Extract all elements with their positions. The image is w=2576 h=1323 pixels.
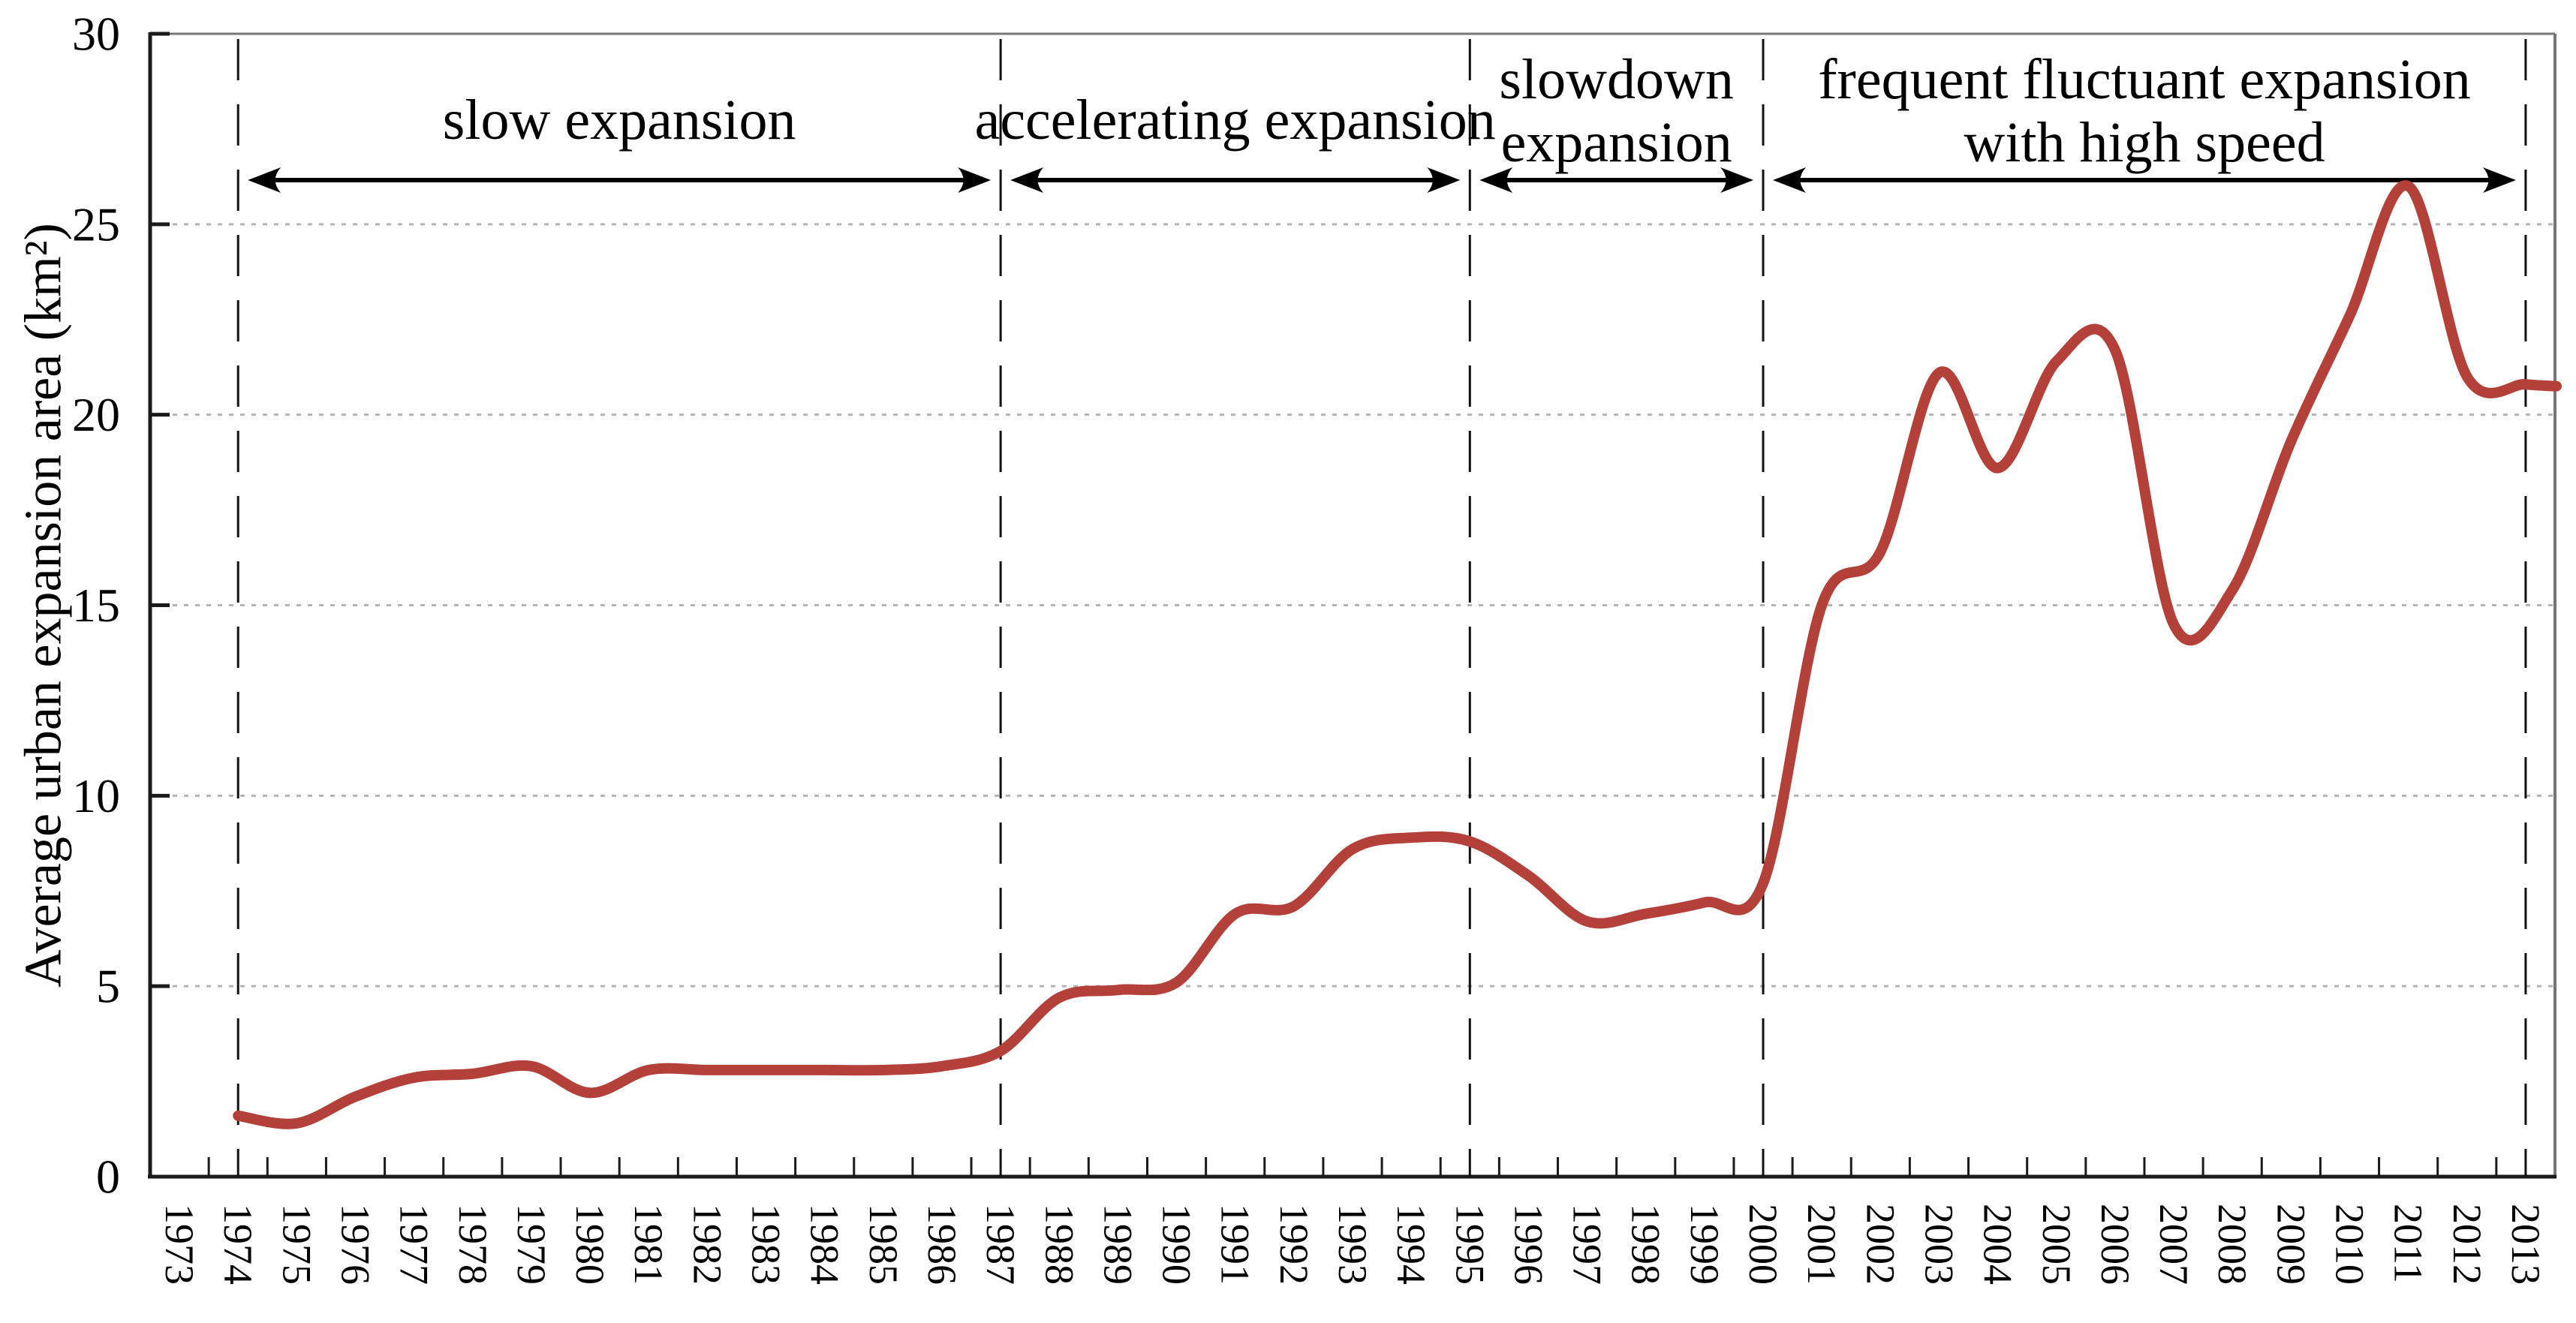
arrowhead-right-icon — [2482, 167, 2516, 193]
x-year-label-1977: 1977 — [392, 1204, 437, 1285]
arrowhead-left-icon — [1010, 167, 1044, 193]
phase-label-frequent-fluctuant-expansion-line1: frequent fluctuant expansion — [1818, 48, 2470, 111]
y-axis-title: Average urban expansion area (km²) — [15, 223, 73, 988]
x-year-label-1989: 1989 — [1095, 1204, 1140, 1285]
x-year-label-2001: 2001 — [1799, 1204, 1844, 1285]
x-year-label-1979: 1979 — [509, 1204, 554, 1285]
x-year-label-2012: 2012 — [2445, 1204, 2490, 1285]
x-year-label-2010: 2010 — [2327, 1204, 2372, 1285]
x-year-label-2006: 2006 — [2093, 1204, 2138, 1285]
x-year-label-1978: 1978 — [450, 1204, 495, 1285]
x-year-label-1986: 1986 — [919, 1204, 964, 1285]
y-tick-label-25: 25 — [72, 197, 120, 251]
x-year-label-2009: 2009 — [2268, 1204, 2313, 1285]
x-year-label-1976: 1976 — [333, 1204, 378, 1285]
x-year-label-2000: 2000 — [1741, 1204, 1786, 1285]
x-year-label-2002: 2002 — [1858, 1204, 1903, 1285]
x-year-label-1998: 1998 — [1624, 1204, 1669, 1285]
x-year-label-1995: 1995 — [1447, 1204, 1492, 1285]
arrowhead-right-icon — [1427, 167, 1461, 193]
y-tick-label-10: 10 — [72, 769, 120, 822]
x-year-label-2003: 2003 — [1916, 1204, 1961, 1285]
x-year-label-1988: 1988 — [1037, 1204, 1082, 1285]
x-year-label-1981: 1981 — [626, 1204, 671, 1285]
x-year-label-1997: 1997 — [1565, 1204, 1610, 1285]
x-year-label-1993: 1993 — [1330, 1204, 1375, 1285]
y-tick-label-20: 20 — [72, 388, 120, 441]
x-year-label-1996: 1996 — [1506, 1204, 1551, 1285]
x-year-label-1994: 1994 — [1389, 1204, 1434, 1285]
x-year-label-1983: 1983 — [744, 1204, 789, 1285]
x-year-label-1975: 1975 — [274, 1204, 319, 1285]
phase-label-slowdown-expansion-line1: slowdown — [1499, 48, 1733, 111]
x-year-label-1973: 1973 — [157, 1204, 202, 1285]
x-year-label-2005: 2005 — [2034, 1204, 2079, 1285]
phase-label-slowdown-expansion-line2: expansion — [1501, 111, 1732, 174]
x-year-label-2008: 2008 — [2210, 1204, 2255, 1285]
x-year-label-2007: 2007 — [2151, 1204, 2196, 1285]
x-year-label-2004: 2004 — [1976, 1204, 2021, 1285]
y-tick-label-30: 30 — [72, 8, 120, 61]
arrowhead-left-icon — [248, 167, 281, 193]
arrowhead-right-icon — [1720, 167, 1754, 193]
y-tick-label-15: 15 — [72, 579, 120, 632]
x-year-label-1990: 1990 — [1154, 1204, 1199, 1285]
arrowhead-right-icon — [958, 167, 992, 193]
x-year-label-1992: 1992 — [1271, 1204, 1317, 1285]
phase-label-accelerating-expansion: accelerating expansion — [975, 89, 1496, 152]
phase-label-slow-expansion: slow expansion — [443, 89, 796, 152]
x-year-label-1980: 1980 — [567, 1204, 612, 1285]
x-year-label-2013: 2013 — [2503, 1204, 2548, 1285]
x-year-label-2011: 2011 — [2386, 1204, 2431, 1283]
arrowhead-left-icon — [1479, 167, 1513, 193]
y-tick-label-0: 0 — [96, 1150, 120, 1204]
x-year-label-1985: 1985 — [861, 1204, 906, 1285]
y-tick-label-5: 5 — [96, 960, 120, 1013]
x-year-label-1974: 1974 — [215, 1204, 260, 1285]
data-curve-average-urban-expansion — [233, 180, 2562, 1129]
x-year-label-1999: 1999 — [1682, 1204, 1727, 1285]
x-year-label-1982: 1982 — [685, 1204, 730, 1285]
x-year-label-1987: 1987 — [978, 1204, 1023, 1285]
x-year-label-1984: 1984 — [802, 1204, 847, 1285]
arrowhead-left-icon — [1773, 167, 1807, 193]
phase-label-frequent-fluctuant-expansion-line2: with high speed — [1964, 111, 2325, 174]
x-year-label-1991: 1991 — [1213, 1204, 1258, 1285]
